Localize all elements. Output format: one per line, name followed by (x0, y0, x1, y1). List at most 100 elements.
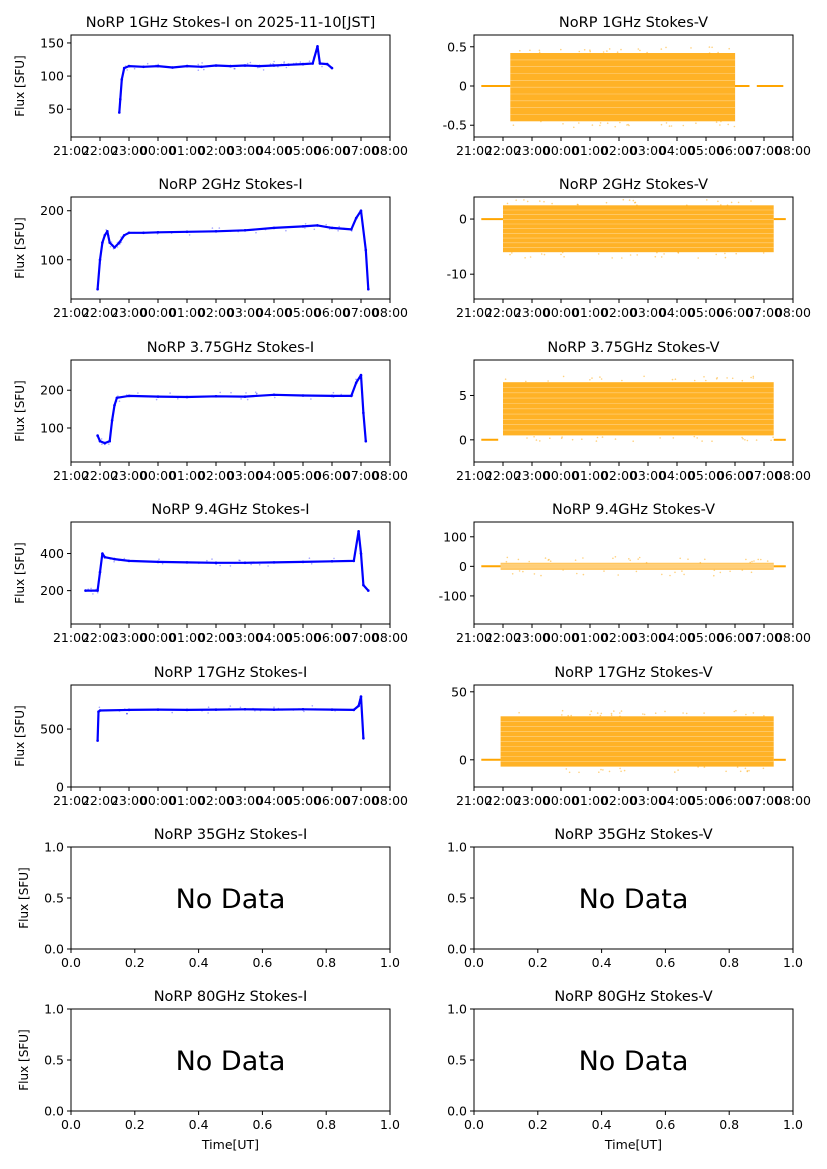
y-tick-label: 0.5 (44, 1053, 64, 1068)
series-line (96, 374, 367, 445)
outlier-point (690, 47, 692, 49)
outlier-point (760, 558, 762, 561)
noise-point (133, 67, 136, 70)
x-tick-label: 23:00 (111, 143, 147, 158)
noise-point (304, 223, 307, 225)
outlier-point (717, 51, 719, 54)
noise-point (156, 233, 159, 235)
data-point (352, 559, 356, 563)
noise-point (360, 553, 363, 556)
noise-point (338, 225, 341, 228)
x-tick-label: 05:00 (285, 793, 321, 808)
data-point (110, 419, 114, 422)
noise-point (355, 706, 358, 709)
outlier-point (726, 204, 729, 206)
data-point (350, 228, 353, 231)
outlier-point (713, 569, 716, 571)
noise-point (274, 396, 276, 399)
x-tick-label: 22:00 (485, 468, 521, 483)
x-tick-label: 02:00 (601, 630, 637, 645)
outlier-point (716, 377, 718, 379)
outlier-point (603, 570, 605, 572)
x-tick-label: 03:00 (227, 793, 263, 808)
outlier-point (766, 560, 769, 562)
outlier-point (561, 714, 563, 716)
noise-point (108, 234, 110, 237)
x-tick-label: 02:00 (198, 305, 234, 320)
outlier-point (660, 123, 663, 126)
outlier-point (509, 253, 511, 256)
noise-point (358, 531, 360, 533)
outlier-point (733, 710, 736, 713)
noise-point (146, 62, 149, 65)
x-tick-label: 07:00 (746, 143, 782, 158)
x-tick-label: 06:00 (314, 630, 350, 645)
y-tick-label: 0.0 (447, 942, 467, 957)
x-tick-label: 1.0 (783, 1117, 803, 1132)
outlier-point (619, 712, 621, 714)
x-tick-label: 23:00 (111, 630, 147, 645)
outlier-point (693, 379, 696, 382)
noise-point (254, 710, 256, 712)
noise-point (332, 396, 335, 399)
axes-frame (473, 521, 794, 625)
x-tick-label: 01:00 (169, 468, 205, 483)
y-axis-label: Flux [SFU] (13, 380, 27, 441)
y-tick-label: 0 (459, 432, 467, 447)
x-tick-label: 0.4 (592, 1117, 612, 1132)
outlier-point (539, 200, 541, 202)
data-point (156, 560, 160, 564)
x-tick-label: 22:00 (485, 143, 521, 158)
outlier-point (693, 435, 696, 438)
outlier-point (591, 377, 593, 379)
outlier-point (744, 767, 747, 770)
x-tick-label: 05:00 (688, 630, 724, 645)
axes-frame (70, 684, 391, 788)
outlier-point (711, 46, 713, 49)
axes-frame (70, 521, 391, 625)
noise-point (277, 707, 280, 710)
noise-point (362, 404, 364, 407)
data-point (272, 64, 276, 67)
noise-point (332, 391, 335, 394)
data-point (113, 404, 116, 407)
noise-point (119, 106, 121, 108)
x-tick-label: 0.2 (125, 1117, 145, 1132)
noise-point (351, 394, 354, 397)
data-point (185, 64, 189, 68)
outlier-point (736, 766, 739, 768)
outlier-point (599, 714, 602, 717)
noise-point (361, 569, 363, 571)
noise-point (158, 558, 160, 560)
scatter-band (500, 716, 774, 767)
data-point (118, 241, 121, 244)
x-tick-label: 23:00 (514, 793, 550, 808)
noise-point (359, 699, 361, 701)
noise-point (257, 66, 259, 69)
noise-point (361, 719, 364, 721)
x-tick-label: 00:00 (140, 793, 176, 808)
outlier-point (745, 558, 747, 561)
outlier-point (703, 712, 705, 714)
outlier-point (582, 573, 585, 576)
chart-title: NoRP 80GHz Stokes-I (154, 989, 308, 1005)
data-point (354, 216, 358, 220)
outlier-point (617, 574, 619, 576)
noise-point (292, 62, 295, 65)
noise-point (264, 228, 267, 231)
x-tick-label: 05:00 (688, 143, 724, 158)
data-point (122, 234, 126, 237)
x-tick-label: 21:00 (53, 630, 89, 645)
outlier-point (578, 50, 581, 53)
noise-point (303, 710, 305, 713)
outlier-point (757, 558, 759, 561)
noise-point (98, 706, 101, 709)
data-point (127, 231, 131, 235)
data-point (330, 226, 334, 230)
y-tick-label: 0 (56, 780, 64, 795)
outlier-point (523, 199, 525, 201)
noise-point (312, 57, 315, 60)
noise-point (171, 711, 173, 714)
x-tick-label: 0.6 (252, 955, 272, 970)
outlier-point (619, 715, 621, 718)
